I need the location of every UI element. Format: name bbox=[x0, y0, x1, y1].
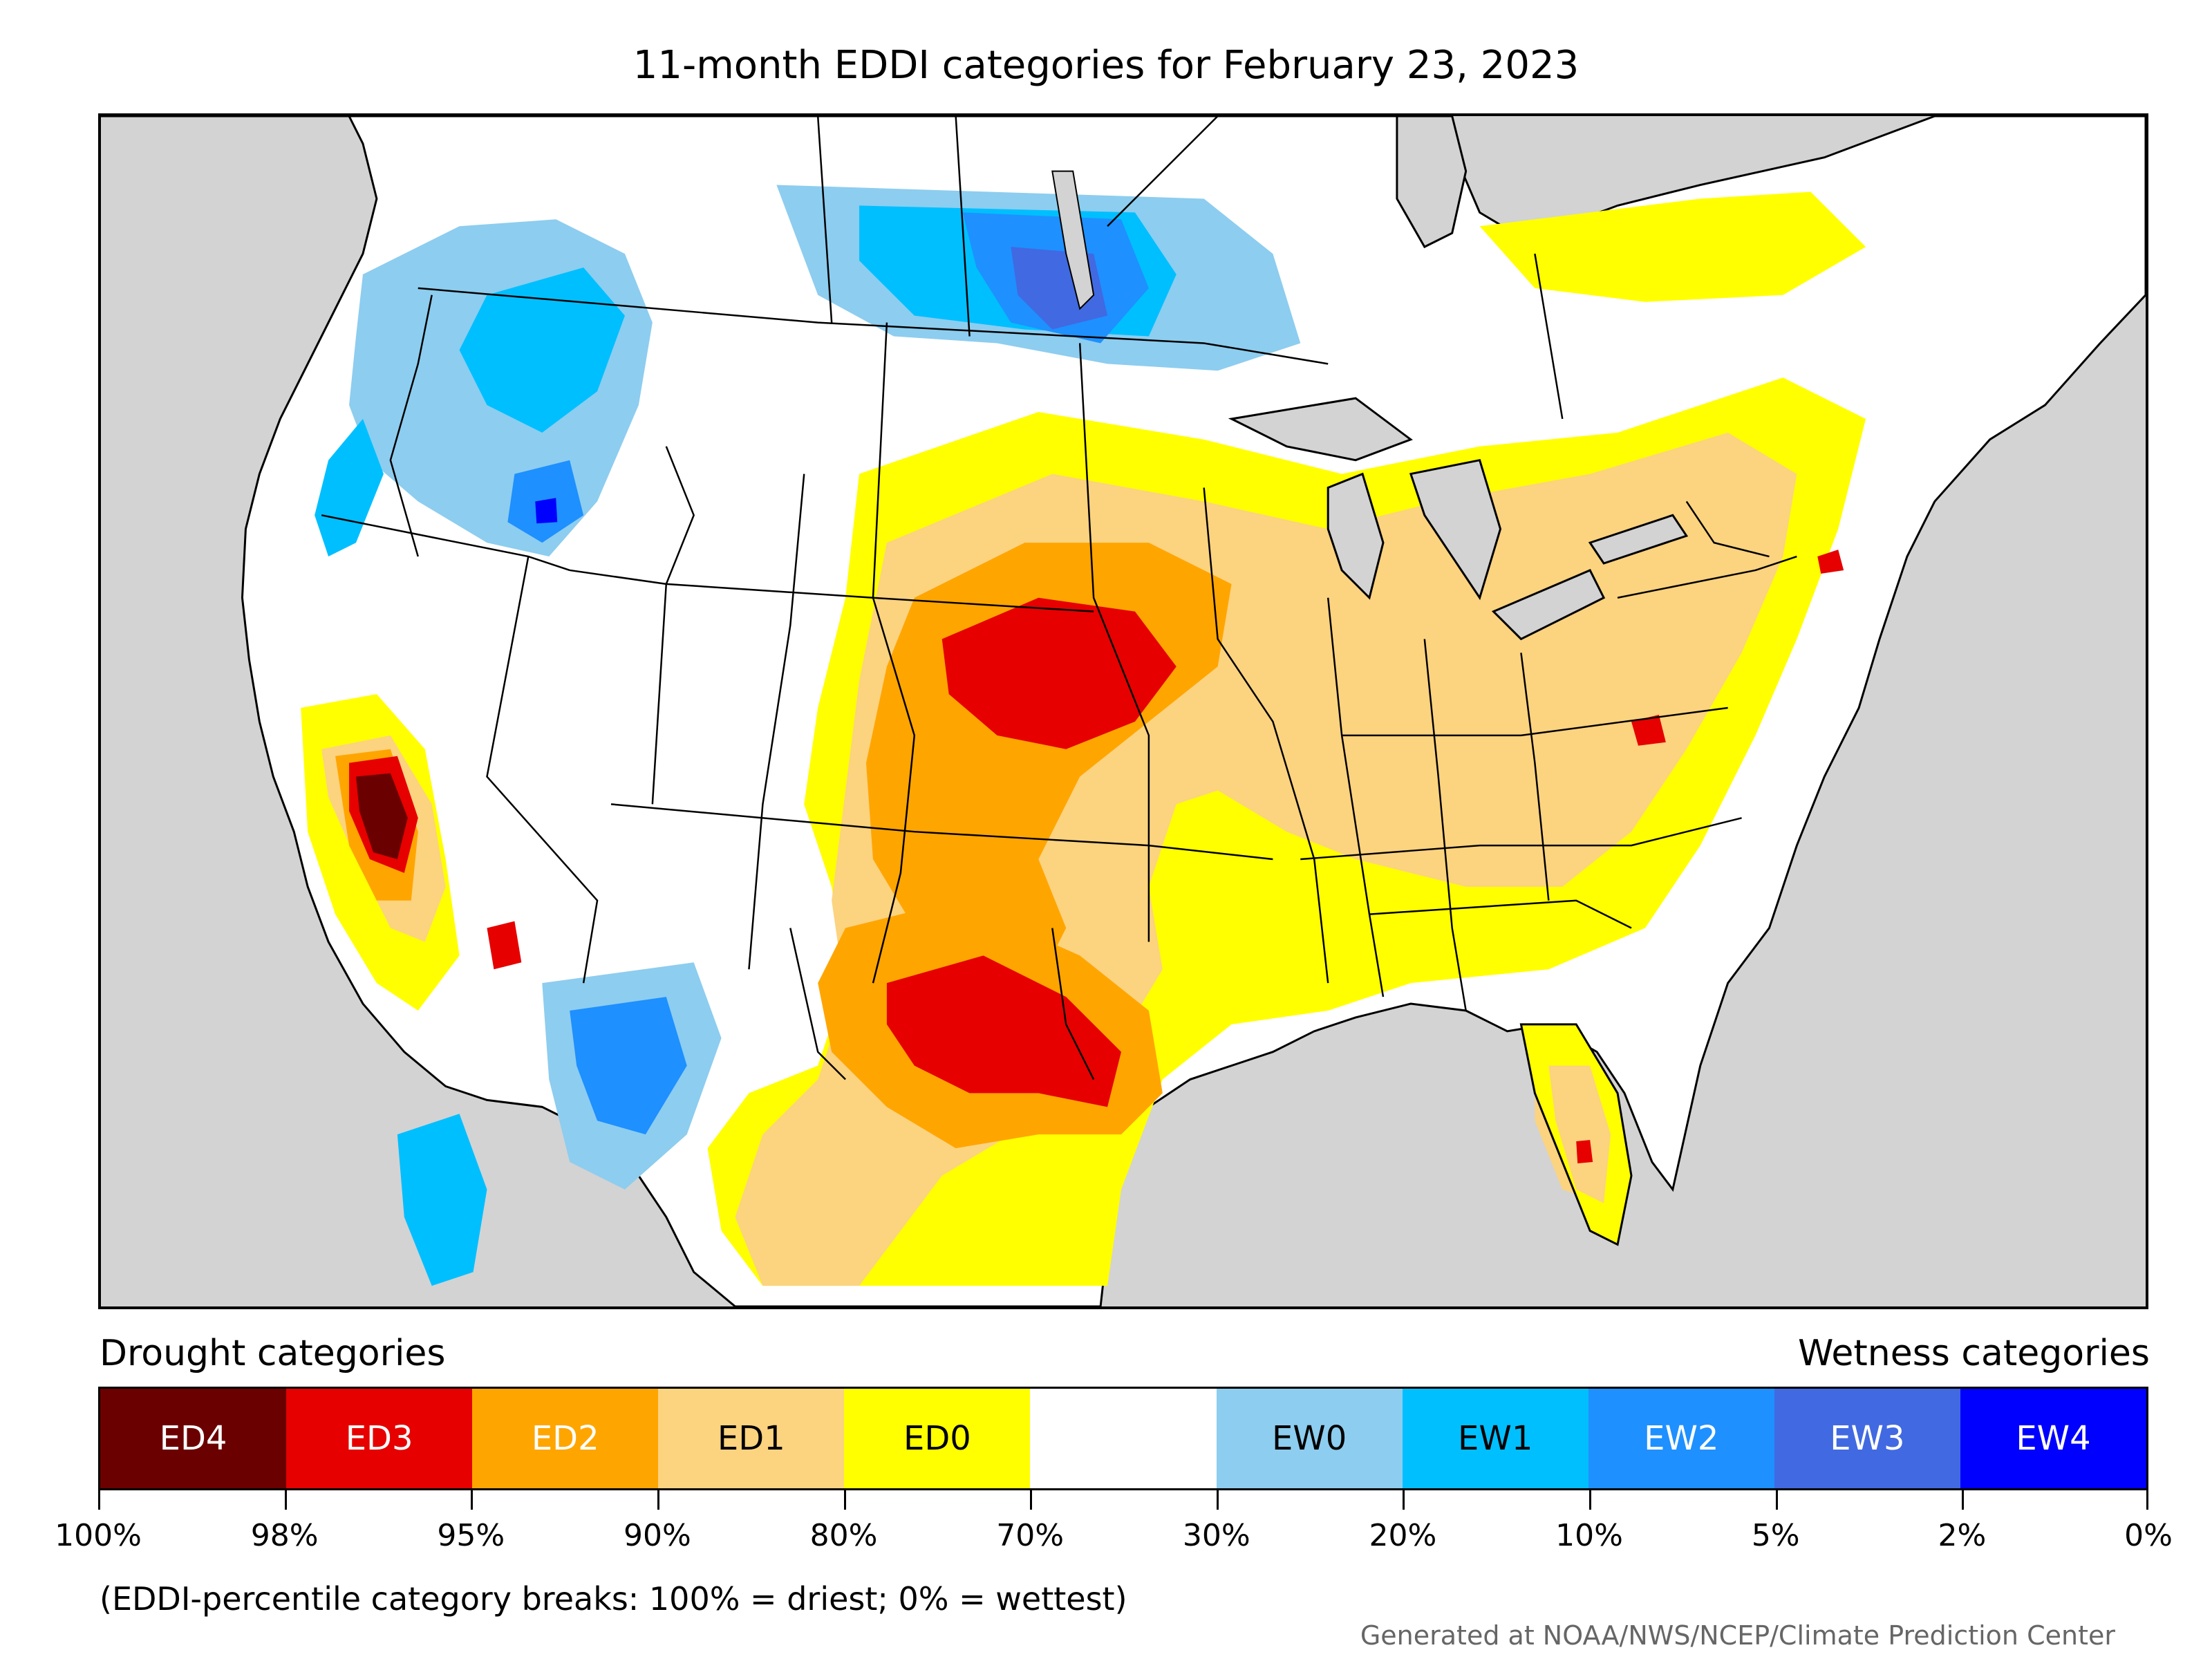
dry-area-ed3-newengland bbox=[1817, 550, 1844, 574]
wet-area-southwest-core bbox=[570, 997, 687, 1135]
category-cell-ew1: EW1 bbox=[1402, 1389, 1588, 1488]
wet-area-northwest-core bbox=[459, 267, 625, 433]
category-colorbar: ED4 ED3 ED2 ED1 ED0 EW0 EW1 EW2 EW3 EW4 bbox=[98, 1387, 2148, 1490]
category-cell-ew4: EW4 bbox=[1960, 1389, 2147, 1488]
wet-area-baja bbox=[397, 1114, 487, 1286]
category-cell-ed1: ED1 bbox=[658, 1389, 845, 1488]
wet-area-idaho-core bbox=[535, 498, 558, 524]
colorbar-tick-label: 90% bbox=[624, 1518, 691, 1553]
dry-area-ed3-socal bbox=[487, 921, 522, 970]
category-cell-ew3: EW3 bbox=[1774, 1389, 1960, 1488]
category-cell-ew0: EW0 bbox=[1216, 1389, 1403, 1488]
great-lakes bbox=[1228, 397, 1689, 641]
category-cell-ed3: ED3 bbox=[286, 1389, 473, 1488]
colorbar-tick bbox=[2146, 1490, 2148, 1510]
map-canvas bbox=[101, 116, 2146, 1306]
wet-area-coast bbox=[315, 418, 384, 557]
colorbar-ticks bbox=[98, 1490, 2148, 1511]
colorbar-tick bbox=[284, 1490, 287, 1510]
map-title: 11-month EDDI categories for February 23… bbox=[632, 43, 1580, 88]
credit-text: Generated at NOAA/NWS/NCEP/Climate Predi… bbox=[1360, 1620, 2115, 1651]
lake-winnipeg bbox=[1051, 170, 1095, 310]
category-cell-ed2: ED2 bbox=[472, 1389, 659, 1488]
colorbar-tick bbox=[471, 1490, 474, 1510]
colorbar-tick bbox=[1775, 1490, 1778, 1510]
colorbar-tick bbox=[1962, 1490, 1965, 1510]
political-boundaries bbox=[321, 116, 1797, 1080]
wetness-categories-heading: Wetness categories bbox=[1798, 1333, 2150, 1374]
dry-area-ed0-canada bbox=[1479, 191, 1866, 302]
colorbar-tick-label: 20% bbox=[1369, 1518, 1437, 1553]
colorbar-tick bbox=[1030, 1490, 1033, 1510]
dry-area-ed1-florida-core bbox=[1548, 1065, 1611, 1203]
colorbar-tick bbox=[1216, 1490, 1219, 1510]
category-cell-ew2: EW2 bbox=[1588, 1389, 1774, 1488]
colorbar-tick-label: 70% bbox=[996, 1518, 1065, 1553]
dry-area-ed3-virginia bbox=[1631, 714, 1666, 746]
eddi-map bbox=[98, 113, 2148, 1309]
dry-area-ed3-texas bbox=[886, 955, 1122, 1107]
colorbar-tick bbox=[98, 1490, 100, 1510]
colorbar-tick bbox=[657, 1490, 659, 1510]
colorbar-tick-label: 10% bbox=[1555, 1518, 1623, 1553]
colorbar-tick-label: 2% bbox=[1938, 1518, 1987, 1553]
hudson-bay bbox=[1396, 116, 1468, 249]
drought-categories-heading: Drought categories bbox=[100, 1333, 446, 1374]
dry-area-ed3-nebraska bbox=[941, 597, 1177, 749]
colorbar-tick-label: 100% bbox=[55, 1518, 142, 1553]
colorbar-tick-label: 0% bbox=[2124, 1518, 2173, 1553]
colorbar-tick-label: 5% bbox=[1751, 1518, 1800, 1553]
colorbar-tick bbox=[843, 1490, 846, 1510]
colorbar-tick-label: 98% bbox=[250, 1518, 319, 1553]
category-cell-ed4: ED4 bbox=[100, 1389, 287, 1488]
dry-area-ed4-california bbox=[356, 773, 408, 860]
category-cell-normal bbox=[1030, 1389, 1217, 1488]
dry-area-ed3-florida bbox=[1576, 1140, 1593, 1163]
category-cell-ed0: ED0 bbox=[844, 1389, 1031, 1488]
colorbar-tick bbox=[1589, 1490, 1592, 1510]
colorbar-tick bbox=[1403, 1490, 1405, 1510]
colorbar-tick-label: 95% bbox=[437, 1518, 505, 1553]
category-breaks-note: (EDDI-percentile category breaks: 100% =… bbox=[100, 1580, 1127, 1618]
colorbar-tick-label: 30% bbox=[1182, 1518, 1250, 1553]
colorbar-tick-label: 80% bbox=[809, 1518, 878, 1553]
